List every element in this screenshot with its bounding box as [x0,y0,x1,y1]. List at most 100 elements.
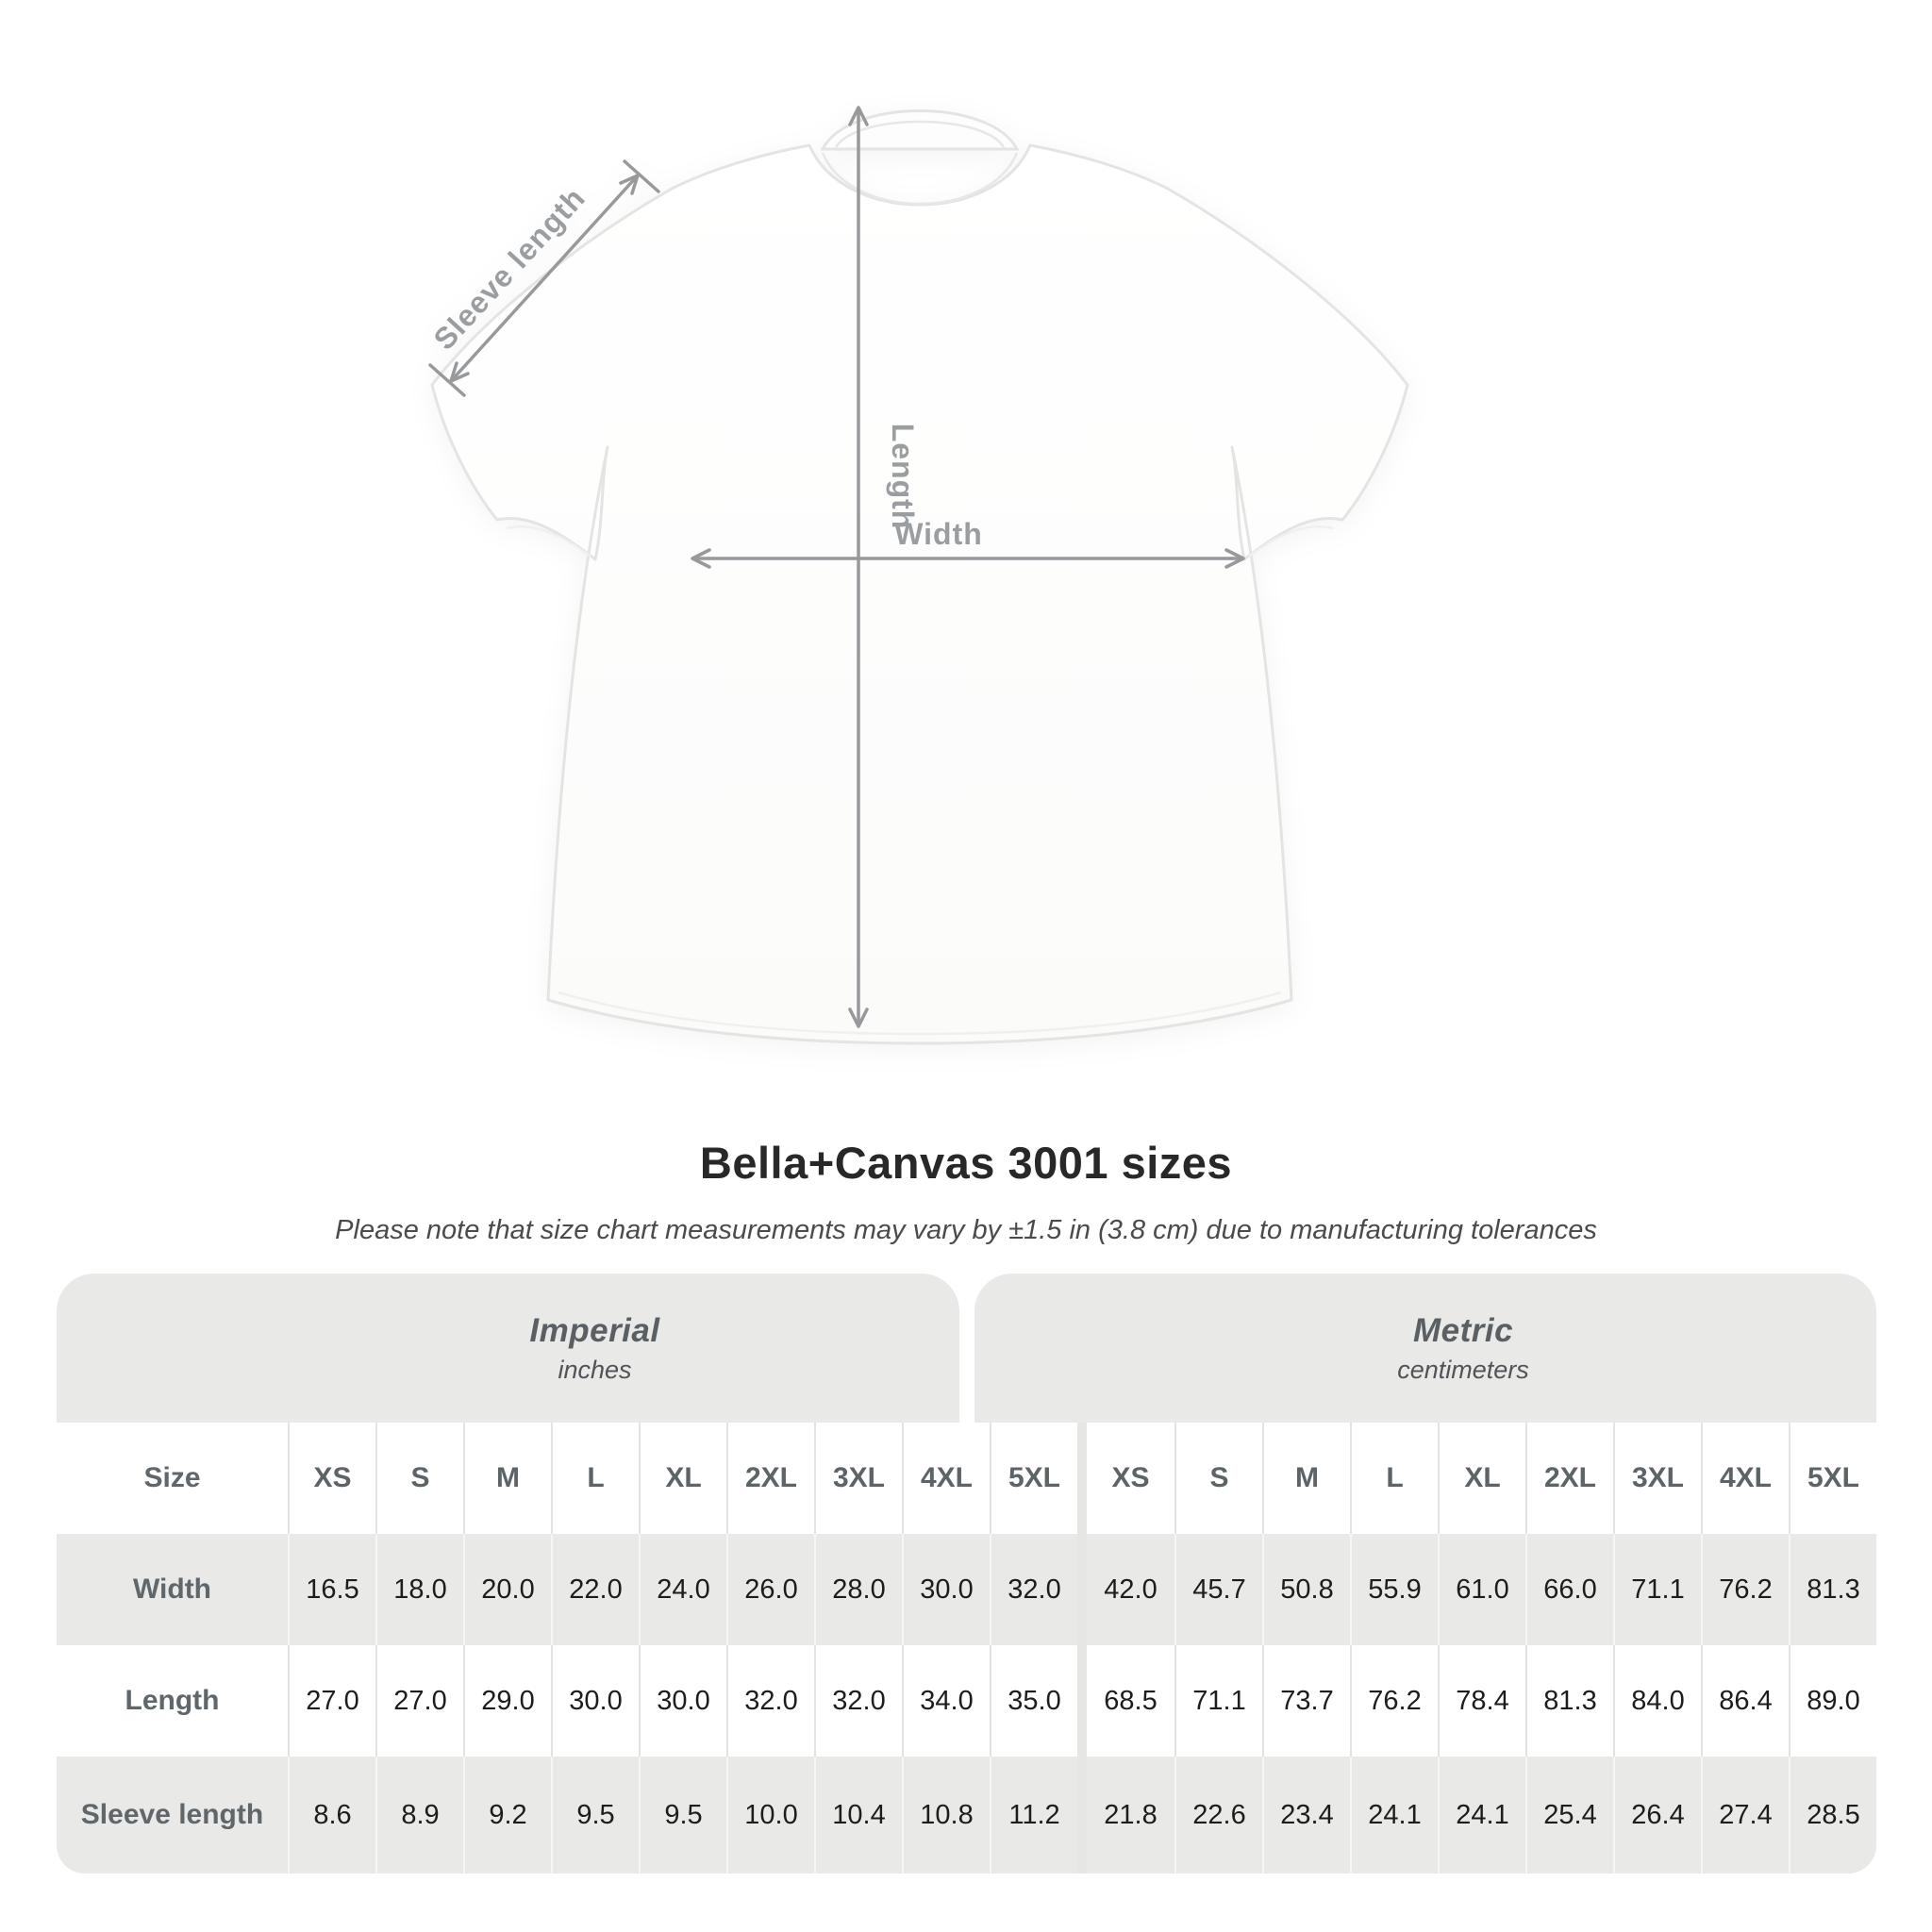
unit-divider [1077,1757,1087,1874]
measurement-cell-imperial: 10.8 [902,1757,990,1874]
tshirt-body [430,143,1409,1045]
measurement-cell-metric: 68.5 [1104,1685,1158,1716]
size-col-header-imperial: XL [639,1423,726,1534]
unit-divider [1077,1423,1087,1534]
measurement-cell-metric: 27.4 [1701,1757,1789,1874]
measurement-cell-metric: 28.5 [1789,1757,1876,1874]
measurement-cell-imperial: 24.0 [639,1534,726,1645]
width-dimension-arrow [691,548,1245,569]
metric-header-block: Metric centimeters [974,1274,1876,1423]
tshirt-measurement-diagram: Sleeve length Length Width [427,106,1409,1045]
measurement-cell-metric: 81.3 [1789,1534,1876,1645]
measurement-cell-imperial: 8.6 [288,1757,375,1874]
measurement-cell-imperial: 32.0 [726,1645,814,1757]
length-dimension-arrow [848,106,869,1028]
measurement-cell-imperial: 9.5 [551,1757,639,1874]
measurement-cell-imperial: 18.0 [375,1534,463,1645]
metric-header-label: Metric [1412,1311,1514,1349]
width-label: Width [894,517,983,551]
measurement-cell-metric: 26.4 [1613,1757,1701,1874]
page-subtitle: Please note that size chart measurements… [335,1215,1597,1245]
page-title: Bella+Canvas 3001 sizes [699,1138,1233,1188]
measurement-cell-imperial: 20.0 [463,1534,551,1645]
measurement-cell-imperial: 8.9 [375,1757,463,1874]
size-col-header-imperial: L [551,1423,639,1534]
measurement-cell-metric: 25.4 [1525,1757,1613,1874]
size-header-row: Size XS S M L XL 2XL 3XL 4XL 5XL XS S M L XL 2XL 3XL 4XL 5… [57,1423,1876,1534]
size-col-header-imperial: 3XL [814,1423,902,1534]
measurement-cell-metric: 76.2 [1701,1534,1789,1645]
measurement-cell-metric: 21.8 [1104,1799,1158,1830]
measurement-cell-imperial: 9.2 [463,1757,551,1874]
measurement-cell-metric: 24.1 [1350,1757,1438,1874]
measurement-cell-imperial: 9.5 [639,1757,726,1874]
measurement-row: Width 16.5 18.0 20.0 22.0 24.0 26.0 28.0 30.0 32.… [57,1534,1876,1645]
length-label: Length [886,424,920,530]
measurement-cell-metric: 61.0 [1438,1534,1525,1645]
sleeve-length-dimension-arrow [428,159,660,397]
size-col-header-imperial: M [463,1423,551,1534]
measurement-cell-imperial: 27.0 [375,1645,463,1757]
size-col-header-imperial: XS [288,1423,375,1534]
measurement-row-label: Sleeve length [80,1799,264,1830]
measurement-cell-imperial: 10.0 [726,1757,814,1874]
measurement-row-label: Width [132,1574,212,1605]
measurement-cell-metric: 23.4 [1262,1757,1350,1874]
measurement-cell-metric: 86.4 [1701,1645,1789,1757]
size-row-label: Size [143,1462,201,1493]
measurement-cell-imperial: 26.0 [726,1534,814,1645]
tshirt-left-cuff-seam [506,525,591,558]
measurement-cell-metric: 73.7 [1262,1645,1350,1757]
measurement-cell-imperial: 30.0 [902,1534,990,1645]
tshirt-back-collar-seam [834,120,1006,148]
measurement-cell-imperial: 32.0 [990,1534,1077,1645]
size-col-header-imperial: 4XL [902,1423,990,1534]
measurement-cell-imperial: 30.0 [551,1645,639,1757]
measurement-cell-metric: 42.0 [1104,1574,1158,1605]
size-col-header-imperial: S [375,1423,463,1534]
size-col-header-metric: S [1174,1423,1262,1534]
measurement-cell-metric: 71.1 [1174,1645,1262,1757]
size-col-header-metric: XS [1111,1462,1150,1493]
unit-divider [1077,1645,1087,1757]
imperial-header-label: Imperial [529,1311,660,1349]
tshirt-hem-seam [558,991,1282,1036]
size-col-header-metric: M [1262,1423,1350,1534]
size-col-header-imperial: 2XL [726,1423,814,1534]
measurement-cell-imperial: 22.0 [551,1534,639,1645]
metric-unit-label: centimeters [1397,1355,1529,1384]
measurement-cell-imperial: 27.0 [288,1645,375,1757]
unit-header-row: Imperial inches Metric centimeters [57,1274,1876,1423]
measurement-cell-metric: 81.3 [1525,1645,1613,1757]
imperial-header-block: Imperial inches [57,1274,959,1423]
measurement-cell-metric: 22.6 [1174,1757,1262,1874]
size-col-header-metric: 3XL [1613,1423,1701,1534]
size-table: Imperial inches Metric centimeters Size X… [57,1274,1876,1874]
tshirt-collar-seam [821,152,1019,206]
measurement-cell-imperial: 16.5 [288,1534,375,1645]
measurement-cell-imperial: 34.0 [902,1645,990,1757]
measurement-cell-metric: 50.8 [1262,1534,1350,1645]
tshirt-diagram-svg: Sleeve length Length Width [427,106,1409,1045]
tshirt-right-cuff-seam [1248,525,1334,558]
measurement-cell-metric: 71.1 [1613,1534,1701,1645]
size-col-header-metric: 4XL [1701,1423,1789,1534]
measurement-cell-metric: 78.4 [1438,1645,1525,1757]
measurement-cell-imperial: 10.4 [814,1757,902,1874]
measurement-cell-imperial: 11.2 [990,1757,1077,1874]
size-col-header-metric: XL [1438,1423,1525,1534]
measurement-cell-imperial: 28.0 [814,1534,902,1645]
measurement-cell-imperial: 35.0 [990,1645,1077,1757]
imperial-unit-label: inches [558,1355,632,1384]
measurement-cell-metric: 45.7 [1174,1534,1262,1645]
measurement-cell-metric: 89.0 [1789,1645,1876,1757]
size-col-header-metric: 2XL [1525,1423,1613,1534]
tshirt-back-collar [820,109,1020,151]
measurement-row: Sleeve length 8.6 8.9 9.2 9.5 9.5 10.0 10.4 10.8… [57,1757,1876,1874]
measurement-cell-metric: 66.0 [1525,1534,1613,1645]
size-col-header-metric: 5XL [1789,1423,1876,1534]
measurement-cell-metric: 76.2 [1350,1645,1438,1757]
measurement-cell-imperial: 32.0 [814,1645,902,1757]
measurement-cell-imperial: 30.0 [639,1645,726,1757]
